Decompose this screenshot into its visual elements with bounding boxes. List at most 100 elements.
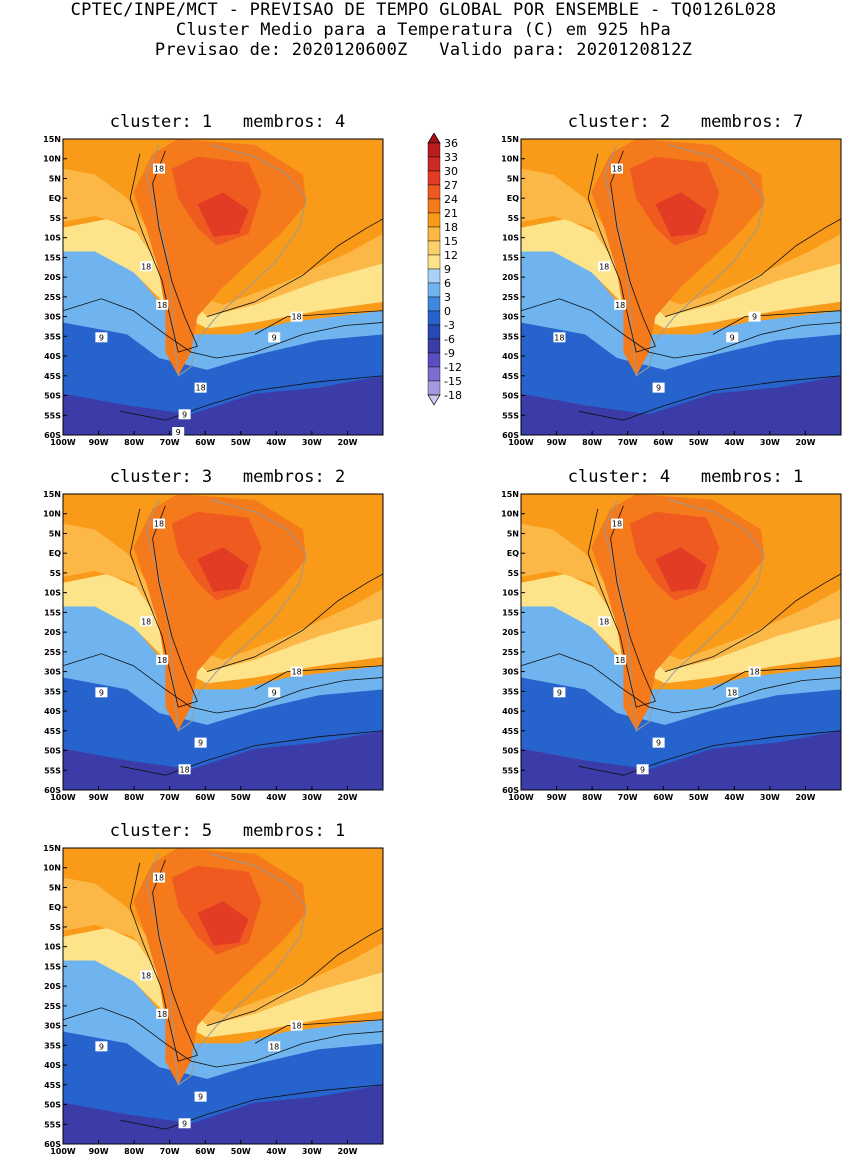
lat-label: 5N [49, 529, 61, 538]
contour-line [129, 505, 198, 708]
map-panel-cluster-1: cluster: 1 membros: 4 18 18 18 18 9 9 18 9 9 15N 1… [35, 112, 420, 457]
contour-label-box [95, 1041, 108, 1052]
lat-label: 55S [44, 766, 61, 775]
lat-label: 45S [44, 727, 61, 736]
lat-label: 10S [44, 589, 61, 598]
contour-label-box [194, 1091, 207, 1102]
lat-label: 5N [507, 529, 519, 538]
lat-label: 10S [502, 234, 519, 243]
contour-label-box [636, 764, 649, 775]
map-frame [520, 138, 842, 436]
contour-line [712, 665, 842, 690]
lat-label: 55S [502, 766, 519, 775]
header: CPTEC/INPE/MCT - PREVISAO DE TEMPO GLOBA… [0, 0, 847, 60]
contour-line [664, 218, 842, 317]
lat-label: 10N [43, 864, 61, 873]
lat-label: 55S [44, 411, 61, 420]
contour-label-box [153, 163, 165, 174]
contour-label-box [614, 299, 627, 310]
lat-label: EQ [507, 194, 519, 203]
lat-label: EQ [49, 549, 61, 558]
temperature-band [63, 877, 383, 1026]
header-line-3: Previsao de: 2020120600Z Valido para: 20… [154, 40, 693, 60]
lat-label: 30S [44, 668, 61, 677]
contour-line [587, 505, 656, 708]
contour-label: 18 [612, 165, 622, 174]
contour-label: 9 [99, 688, 104, 697]
contour-label: 9 [640, 765, 645, 774]
lat-label: 15N [43, 135, 61, 144]
contour-label: 18 [157, 301, 167, 310]
contour-label-box [178, 764, 191, 775]
contour-label: 18 [615, 656, 625, 665]
contour-label-box [652, 382, 665, 393]
temperature-band [63, 573, 383, 684]
lon-label: 90W [547, 793, 567, 802]
lat-label: EQ [49, 903, 61, 912]
lat-label: 20S [502, 628, 519, 637]
colorbar-swatch [427, 352, 441, 368]
contour-label-box [178, 409, 191, 420]
contour-label-box [598, 261, 611, 272]
contour-line [254, 665, 384, 690]
colorbar-swatch [427, 142, 441, 158]
lat-label: 5S [50, 569, 62, 578]
temperature-band [63, 168, 383, 317]
lat-label: 60S [44, 786, 61, 795]
contour-label: 9 [99, 1042, 104, 1051]
lon-label: 90W [547, 438, 567, 447]
lat-label: 20S [502, 273, 519, 282]
contour-label: 18 [141, 971, 151, 980]
contour-label-box [611, 163, 623, 174]
lat-label: 15N [43, 844, 61, 853]
contour-label: 9 [272, 688, 277, 697]
contour-label-box [194, 737, 207, 748]
colorbar-swatch [427, 324, 441, 340]
lon-label: 100W [50, 1147, 76, 1156]
contour-label: 9 [176, 428, 181, 437]
lat-label: 25S [44, 293, 61, 302]
lat-label: 10N [501, 155, 519, 164]
contour-label-box [194, 382, 207, 393]
lat-label: 15S [502, 608, 519, 617]
temperature-band [63, 239, 383, 370]
lat-label: 15S [44, 962, 61, 971]
contour-label-box [140, 616, 153, 627]
contour-label-box [268, 332, 281, 343]
lat-label: 55S [44, 1120, 61, 1129]
map-frame [520, 493, 842, 791]
coastline [145, 499, 307, 732]
warm-region [591, 494, 765, 731]
contour-label-box [140, 970, 153, 981]
colorbar-swatch [427, 366, 441, 382]
lat-label: 30S [44, 313, 61, 322]
contour-label: 9 [99, 333, 104, 342]
lat-label: 55S [502, 411, 519, 420]
map-panel-cluster-3: cluster: 3 membros: 2 18 18 18 18 9 9 9 18 15N 10… [35, 467, 420, 812]
lon-label: 60W [653, 793, 673, 802]
contour-label-box [156, 654, 169, 665]
lat-label: 60S [502, 431, 519, 440]
lat-label: 35S [502, 332, 519, 341]
lon-label: 50W [231, 793, 251, 802]
contour-line [520, 653, 842, 714]
contour-label: 18 [157, 1010, 167, 1019]
colorbar-label: -15 [444, 375, 462, 388]
lat-label: 50S [502, 392, 519, 401]
contour-label-box [153, 872, 165, 883]
contour-label: 18 [727, 688, 737, 697]
lat-label: 10S [44, 943, 61, 952]
lat-label: 45S [44, 372, 61, 381]
contour-label-box [748, 666, 761, 677]
contour-label: 18 [141, 617, 151, 626]
coastline [603, 499, 765, 732]
temperature-band [521, 523, 841, 672]
colorbar-label: 27 [444, 179, 458, 192]
contour-line [62, 1007, 384, 1068]
contour-label: 9 [730, 333, 735, 342]
contour-label: 9 [272, 333, 277, 342]
lon-label: 80W [124, 1147, 144, 1156]
colorbar-swatch [427, 184, 441, 200]
lat-label: 5S [508, 569, 520, 578]
